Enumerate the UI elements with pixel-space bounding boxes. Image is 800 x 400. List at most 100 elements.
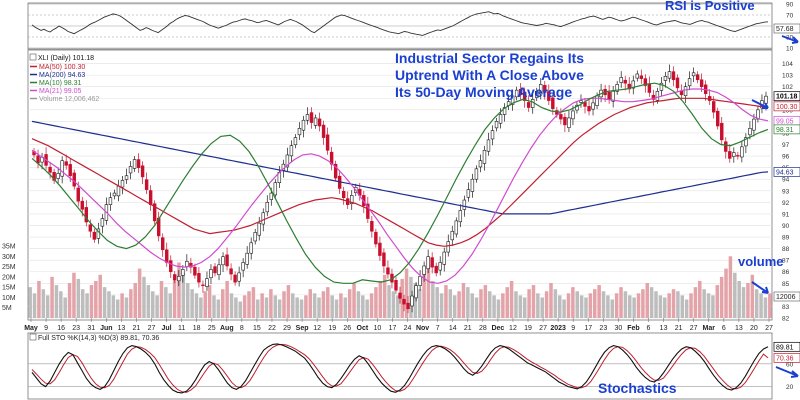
x-tick-label: Jul [161, 325, 171, 332]
volume-bar [94, 280, 98, 318]
volume-annotation: volume [738, 254, 784, 269]
volume-bar [312, 293, 317, 318]
candle-body [671, 71, 676, 81]
volume-bar [264, 297, 269, 318]
volume-bar [768, 293, 772, 318]
candle-body [221, 256, 225, 266]
volume-bar [352, 283, 356, 318]
volume-bar [693, 287, 698, 318]
candle-body [615, 84, 619, 92]
volume-bar [124, 297, 129, 318]
candle-body [124, 175, 129, 180]
volume-bar [636, 293, 641, 318]
volume-bar [291, 293, 295, 318]
volume-tick-label: 10M [2, 295, 16, 302]
candle-body [56, 173, 60, 179]
volume-bar [80, 289, 85, 318]
volume-bar [41, 289, 46, 318]
candle-body [583, 102, 587, 107]
candle-body [301, 119, 306, 131]
candle-body [52, 171, 56, 181]
volume-bar [544, 291, 549, 318]
candle-body [571, 110, 575, 120]
rsi-arrow [781, 35, 799, 44]
price-tick-label: 103 [782, 73, 793, 80]
candle-body [177, 276, 181, 282]
volume-tick-label: 30M [2, 254, 16, 261]
volume-tick-label: 25M [2, 264, 16, 271]
volume-bar [181, 272, 186, 318]
candle-body [366, 203, 370, 219]
volume-bar [63, 297, 67, 318]
volume-bar [404, 268, 409, 318]
stochastics-legend-box [29, 333, 37, 341]
volume-bar [702, 289, 706, 318]
candle-body [265, 202, 269, 213]
candle-body [764, 95, 768, 104]
candle-body [526, 102, 531, 108]
stochastics-tick-label: 20 [786, 384, 794, 391]
volume-bar [711, 295, 715, 318]
volume-bar [221, 289, 225, 318]
stochastics-annotation: Stochastics [598, 380, 677, 396]
rsi-badge-box [773, 23, 800, 34]
price-badge-label: 101.18 [776, 94, 798, 101]
candle-body [341, 190, 346, 199]
candle-body [402, 298, 406, 305]
volume-bar [667, 293, 671, 318]
volume-bar [50, 276, 54, 318]
volume-bar [501, 293, 505, 318]
candle-body [724, 141, 728, 152]
price-tick-label: 92 [782, 200, 790, 207]
candle-body [531, 99, 535, 108]
volume-bar [28, 287, 32, 318]
candle-body [539, 84, 543, 95]
price-badge-box [773, 167, 800, 177]
stochastics-arrow [775, 366, 799, 378]
x-tick-label: 27 [539, 325, 547, 332]
x-axis-labels: May 9 16 23 31 Jun 13 21 27 Jul 11 18 25 Aug 8 15 22 29 Se… [24, 318, 773, 332]
stochastics-grid [28, 363, 772, 387]
stochastics-frame [27, 332, 773, 400]
candle-body [418, 276, 422, 286]
volume-tick-label: 20M [2, 274, 16, 281]
volume-bar [628, 295, 632, 318]
x-tick-label: May [24, 325, 38, 332]
stochastics-badge-box [773, 341, 800, 352]
volume-bar [194, 293, 199, 318]
price-panel: 8283848586878889909192939495969798991001… [2, 35, 800, 323]
candle-body [108, 197, 113, 205]
candle-body [663, 75, 668, 81]
volume-bar [483, 285, 488, 318]
volume-bar [260, 293, 264, 318]
volume-tick-label: 15M [2, 285, 16, 292]
volume-bar [566, 293, 571, 318]
candle-body [84, 207, 89, 223]
volume-badge-label: 12006 [776, 294, 796, 301]
volume-bar [89, 285, 94, 318]
price-badge: 100.30 [773, 101, 800, 112]
volume-bar [326, 287, 330, 318]
volume-bar [378, 280, 383, 318]
volume-bar [369, 293, 374, 318]
volume-bar [155, 295, 159, 318]
candle-body [173, 274, 177, 281]
candle-body [587, 106, 591, 112]
candle-body [474, 168, 479, 180]
candle-body [68, 164, 72, 177]
volume-bar [168, 293, 172, 318]
candle-body [289, 145, 294, 157]
ma10-line [31, 82, 769, 284]
candle-body [285, 154, 290, 168]
volume-bar [536, 293, 540, 318]
volume-bar [619, 287, 623, 318]
price-badge-box [773, 101, 800, 112]
volume-bar [129, 289, 133, 318]
candle-body [92, 231, 97, 240]
volume-bar [470, 293, 474, 318]
annotation-arrows [751, 35, 799, 294]
candle-body [80, 200, 84, 210]
candle-body [611, 91, 615, 102]
x-tick-label: 20 [750, 325, 758, 332]
